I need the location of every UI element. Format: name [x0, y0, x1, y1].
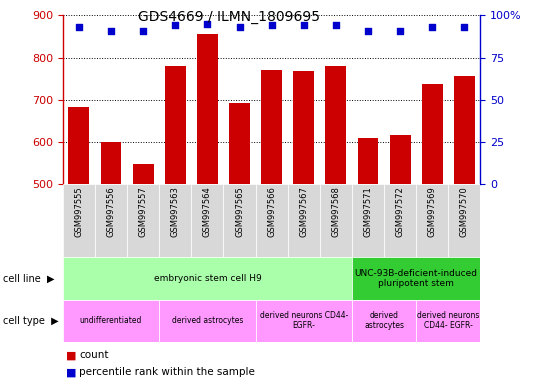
Text: embryonic stem cell H9: embryonic stem cell H9	[153, 274, 261, 283]
Text: derived
astrocytes: derived astrocytes	[364, 311, 404, 330]
Bar	[384, 184, 416, 257]
Point	[299, 22, 308, 28]
Bar	[191, 184, 223, 257]
Bar	[288, 184, 320, 257]
Bar	[165, 66, 186, 384]
Bar	[159, 184, 191, 257]
Bar	[63, 257, 352, 300]
Bar	[293, 71, 314, 384]
Text: GSM997563: GSM997563	[171, 187, 180, 237]
Point	[428, 24, 437, 30]
Bar	[256, 300, 352, 342]
Text: GSM997556: GSM997556	[106, 187, 116, 237]
Point	[171, 22, 180, 28]
Bar	[352, 257, 480, 300]
Bar	[352, 184, 384, 257]
Text: GSM997564: GSM997564	[203, 187, 212, 237]
Point	[235, 24, 244, 30]
Text: count: count	[79, 350, 109, 360]
Point	[396, 28, 405, 34]
Bar	[127, 184, 159, 257]
Bar	[320, 184, 352, 257]
Text: derived astrocytes: derived astrocytes	[171, 316, 243, 325]
Bar	[63, 300, 159, 342]
Bar	[325, 66, 346, 384]
Bar	[454, 76, 475, 384]
Bar	[422, 84, 443, 384]
Text: GSM997572: GSM997572	[396, 187, 405, 237]
Bar	[197, 33, 218, 384]
Bar	[416, 184, 448, 257]
Point	[364, 28, 372, 34]
Text: GSM997555: GSM997555	[74, 187, 84, 237]
Point	[139, 28, 147, 34]
Bar	[261, 70, 282, 384]
Bar	[159, 300, 256, 342]
Bar	[390, 135, 411, 384]
Bar	[448, 184, 480, 257]
Point	[268, 22, 276, 28]
Bar	[416, 300, 480, 342]
Bar	[68, 108, 90, 384]
Bar	[133, 164, 153, 384]
Text: GSM997571: GSM997571	[364, 187, 372, 237]
Point	[203, 21, 212, 27]
Text: ■: ■	[66, 367, 76, 377]
Bar	[229, 103, 250, 384]
Text: ■: ■	[66, 350, 76, 360]
Point	[106, 28, 115, 34]
Text: cell type  ▶: cell type ▶	[3, 316, 58, 326]
Text: undifferentiated: undifferentiated	[80, 316, 142, 325]
Text: derived neurons CD44-
EGFR-: derived neurons CD44- EGFR-	[259, 311, 348, 330]
Text: derived neurons
CD44- EGFR-: derived neurons CD44- EGFR-	[417, 311, 479, 330]
Text: GSM997557: GSM997557	[139, 187, 147, 237]
Point	[331, 22, 340, 28]
Bar	[256, 184, 288, 257]
Bar	[100, 142, 121, 384]
Bar	[95, 184, 127, 257]
Bar	[63, 184, 95, 257]
Bar	[358, 138, 378, 384]
Bar	[352, 300, 416, 342]
Text: percentile rank within the sample: percentile rank within the sample	[79, 367, 255, 377]
Point	[74, 24, 83, 30]
Text: GSM997570: GSM997570	[460, 187, 469, 237]
Text: GDS4669 / ILMN_1809695: GDS4669 / ILMN_1809695	[138, 10, 321, 23]
Bar	[223, 184, 256, 257]
Text: GSM997568: GSM997568	[331, 187, 340, 237]
Point	[460, 24, 469, 30]
Text: GSM997567: GSM997567	[299, 187, 308, 237]
Text: cell line  ▶: cell line ▶	[3, 273, 54, 283]
Text: GSM997566: GSM997566	[267, 187, 276, 237]
Text: GSM997569: GSM997569	[428, 187, 437, 237]
Text: UNC-93B-deficient-induced
pluripotent stem: UNC-93B-deficient-induced pluripotent st…	[355, 269, 478, 288]
Text: GSM997565: GSM997565	[235, 187, 244, 237]
